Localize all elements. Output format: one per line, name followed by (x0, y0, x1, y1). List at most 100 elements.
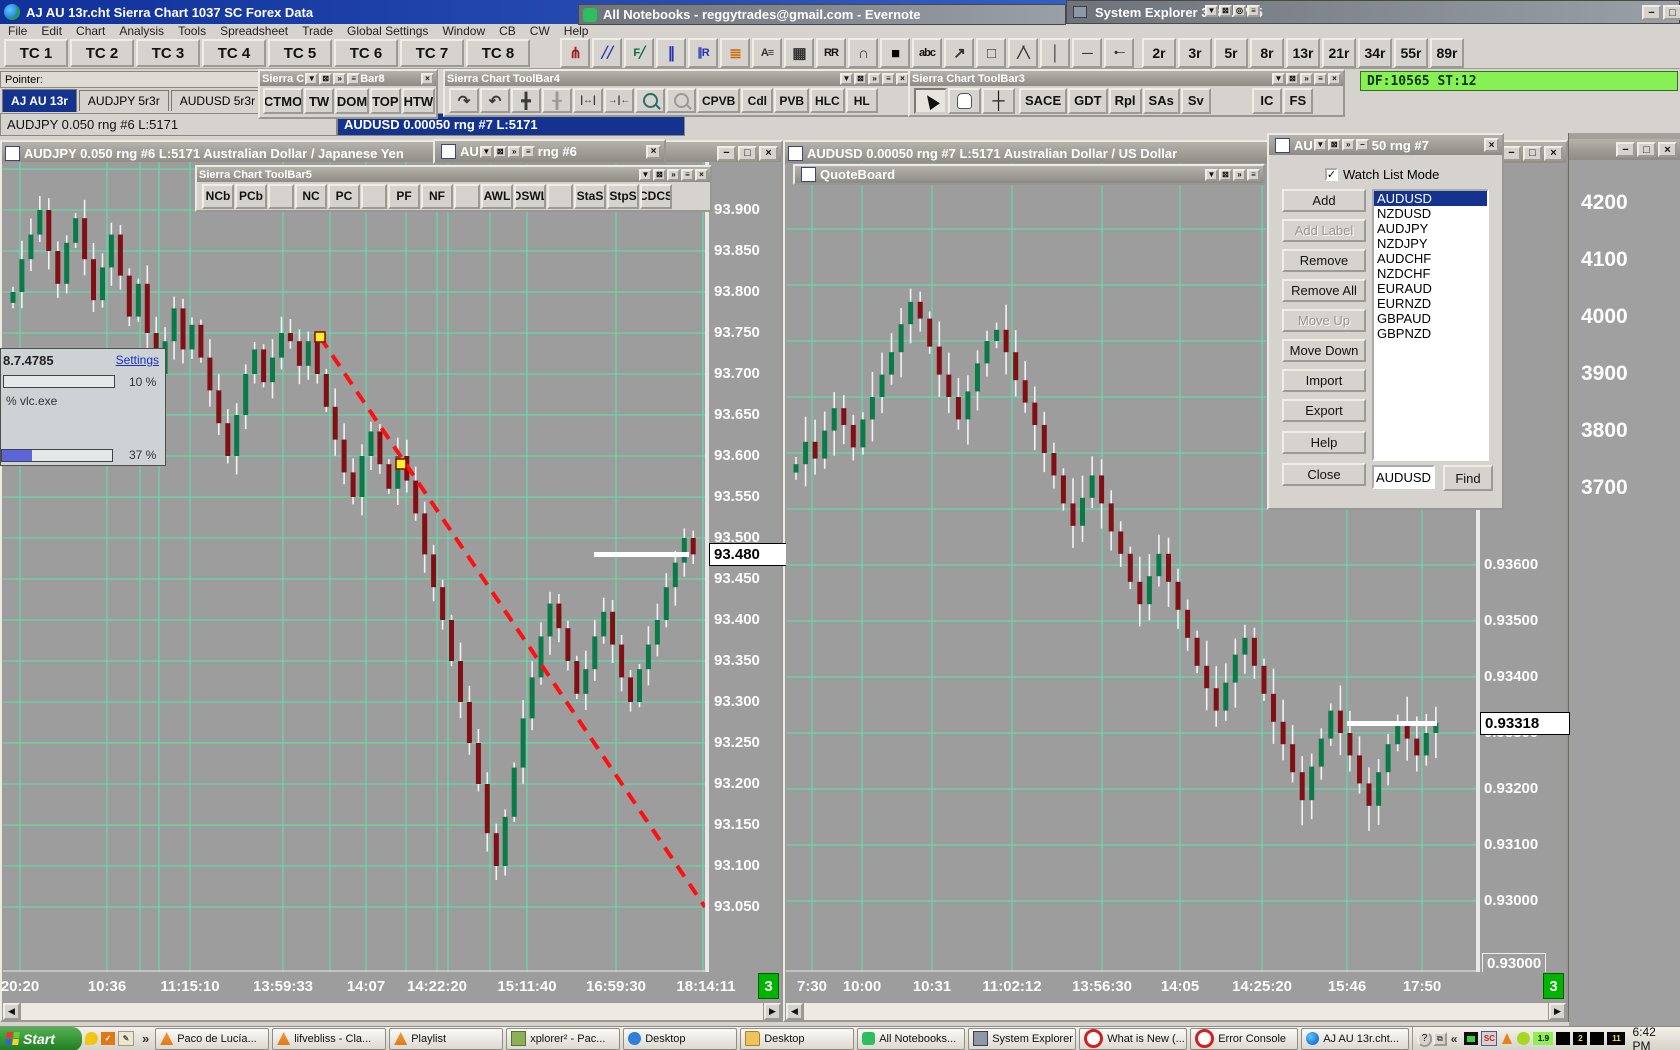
toolbar5-stas-button[interactable]: StaS (574, 183, 606, 209)
toolbar5-ncb-button[interactable]: NCb (202, 183, 234, 209)
toolbar3-sace-button[interactable]: SACE (1019, 87, 1068, 114)
taskbar-task-error-console[interactable]: Error Console (1190, 1027, 1299, 1050)
menu-chart[interactable]: Chart (76, 24, 106, 38)
menu-spreadsheet[interactable]: Spreadsheet (220, 24, 289, 38)
toolbar3-ic-button[interactable]: IC (1251, 87, 1282, 114)
system-explorer-titlebar[interactable]: System Explorer 3.8.7.4785 ▼ ⊠ ◎ ≡ − □ × (1066, 0, 1680, 24)
utorrent-icon[interactable] (1517, 1032, 1531, 1045)
minimize-button[interactable]: − (1616, 142, 1635, 157)
scroll-right-icon[interactable]: ▶ (764, 1002, 781, 1020)
shade-icon[interactable]: ≡ (1247, 168, 1260, 181)
tool-calculator-line-button[interactable]: ▦ (784, 38, 814, 68)
redo-button[interactable]: ↷ (449, 88, 479, 113)
close-button[interactable]: × (759, 145, 778, 161)
taskbar-task-system-explorer[interactable]: System Explorer (968, 1027, 1077, 1050)
toolbar8-ctmo-button[interactable]: CTMO (263, 88, 304, 114)
close-icon[interactable]: × (1484, 138, 1499, 152)
tab-tc-1[interactable]: TC 1 (4, 39, 68, 67)
close-all-icon[interactable]: ⊠ (854, 72, 867, 85)
toolbar5-pf-button[interactable]: PF (388, 183, 420, 209)
tool-parallel-lines-button[interactable]: ∥ (656, 38, 686, 68)
tray-chevron-icon[interactable]: « (1450, 1031, 1458, 1046)
toolbar3-fs-button[interactable]: FS (1282, 87, 1313, 114)
dropdown-icon[interactable]: ▼ (840, 72, 853, 85)
watchlist-symbol[interactable]: NZDJPY (1377, 236, 1428, 251)
taskbar-task-desktop[interactable]: Desktop (623, 1027, 738, 1050)
toolbar5-nf-button[interactable]: NF (421, 183, 453, 209)
audusd-time-scale[interactable]: 7:30 10:00 10:31 11:02:12 13:56:30 14:05 14:25… (786, 972, 1566, 1000)
workspace-tab-aj-au-13r[interactable]: AJ AU 13r (2, 89, 77, 112)
close-button[interactable]: × (1658, 142, 1677, 157)
add-button[interactable]: Add (1282, 189, 1366, 212)
zoom-off-button[interactable] (666, 88, 696, 113)
menu-analysis[interactable]: Analysis (119, 24, 165, 38)
minimize-button[interactable]: − (717, 145, 736, 161)
toolbar4-titlebar[interactable]: Sierra Chart ToolBar4 ▼ ⊠ » ≡ × (445, 71, 911, 86)
close-all-icon[interactable]: ⊠ (1327, 139, 1341, 151)
watchlist-symbol[interactable]: NZDCHF (1377, 266, 1431, 281)
tool-fibonacci-fan-button[interactable]: F╱ (624, 38, 654, 68)
range-3r-button[interactable]: 3r (1178, 38, 1212, 68)
watchlist-symbol[interactable]: GBPNZD (1377, 326, 1432, 341)
watchlist-mode-row[interactable]: ✓ Watch List Mode (1325, 167, 1439, 182)
toolbar5-awl-button[interactable]: AWL (481, 183, 513, 209)
close-button[interactable]: × (1544, 145, 1563, 161)
pointer-tool-button[interactable] (914, 87, 947, 114)
maximize-button[interactable]: □ (1523, 145, 1542, 161)
tool-horizontal-line-button[interactable]: ─ (1072, 38, 1102, 68)
quicklaunch-notes-icon[interactable]: ✎ (117, 1031, 134, 1046)
move-vertical-button[interactable]: ╂ (542, 88, 572, 113)
shade-icon[interactable]: ≡ (521, 145, 535, 158)
taskbar-task-playlist[interactable]: Playlist (389, 1027, 504, 1050)
scrollbar-track[interactable] (20, 1001, 764, 1021)
audjpy-scrollbar[interactable]: ◀ ▶ (3, 1001, 781, 1021)
toolbar5-titlebar[interactable]: Sierra Chart ToolBar5 ▼ ⊠ » ≡ × (197, 167, 710, 182)
dropdown-icon[interactable]: ▼ (1313, 139, 1327, 151)
quicklaunch-chevron[interactable]: » (141, 1031, 150, 1046)
range-55r-button[interactable]: 55r (1394, 38, 1428, 68)
pin-icon[interactable]: » (1300, 72, 1313, 85)
remove-button[interactable]: Remove (1282, 249, 1366, 272)
monitor-icon[interactable] (1464, 1032, 1479, 1045)
tray-badge-2[interactable]: 2 (1573, 1032, 1588, 1045)
taskbar-task-xplorer-pac[interactable]: xplorer² - Pac... (506, 1027, 621, 1050)
toolbar5-blank-button[interactable] (454, 183, 480, 209)
minimize-button[interactable]: − (1502, 145, 1521, 161)
crosshair-tool-button[interactable]: ┼ (982, 87, 1015, 114)
symbol-search-input[interactable] (1372, 465, 1435, 489)
dropdown-icon[interactable]: ▼ (479, 145, 493, 158)
range-89r-button[interactable]: 89r (1430, 38, 1464, 68)
tab-tc-2[interactable]: TC 2 (70, 39, 134, 67)
menu-tools[interactable]: Tools (178, 24, 207, 38)
tool-parallel-retracement-button[interactable]: ∥R (688, 38, 718, 68)
watchlist-symbol[interactable]: AUDUSD (1374, 191, 1487, 206)
tool-zigzag-button[interactable]: ╱╲ (1008, 38, 1038, 68)
evernote-titlebar[interactable]: All Notebooks - reggytrades@gmail.com - … (578, 4, 1066, 25)
tab-tc-6[interactable]: TC 6 (334, 39, 398, 67)
watchlist-symbol[interactable]: EURAUD (1377, 281, 1432, 296)
tool-pitchfork-button[interactable]: ⋔ (560, 38, 590, 68)
watchlist-symbol-list[interactable]: AUDUSD NZDUSD AUDJPY NZDJPY AUDCHF NZDCHF EURA… (1372, 189, 1489, 461)
toolbar5-cdcs-button[interactable]: CDCS (640, 183, 672, 209)
tab-tc-4[interactable]: TC 4 (202, 39, 266, 67)
scroll-right-icon[interactable]: ▶ (1549, 1002, 1566, 1020)
background-window-titlebar[interactable]: − □ × (1569, 139, 1680, 160)
quicklaunch-pin-icon[interactable] (84, 1032, 98, 1045)
tab-tc-5[interactable]: TC 5 (268, 39, 332, 67)
find-button[interactable]: Find (1443, 465, 1493, 491)
maximize-button[interactable]: □ (1637, 142, 1656, 157)
toolbar3-sv-button[interactable]: Sv (1180, 87, 1211, 114)
tab-tc-8[interactable]: TC 8 (466, 39, 530, 67)
tool-rectangle-button[interactable]: □ (976, 38, 1006, 68)
mini-chart-window-titlebar[interactable]: AU ▼ ⊠ » ≡ rng #6 × (433, 139, 666, 164)
toolbar4-cpvb-button[interactable]: CPVB (697, 88, 741, 113)
taskbar-task-paco-de-luc-a[interactable]: Paco de Lucía... (155, 1027, 270, 1050)
taskbar-task-what-is-new[interactable]: What is New (... (1079, 1027, 1188, 1050)
range-8r-button[interactable]: 8r (1250, 38, 1284, 68)
vlc-cone-icon[interactable] (1500, 1032, 1514, 1045)
close-icon[interactable]: × (646, 144, 661, 159)
watchlist-symbol[interactable]: AUDJPY (1377, 221, 1429, 236)
range-2r-button[interactable]: 2r (1142, 38, 1176, 68)
watchlist-mode-checkbox[interactable]: ✓ (1325, 168, 1338, 181)
toolbar4-pvb-button[interactable]: PVB (774, 88, 810, 113)
